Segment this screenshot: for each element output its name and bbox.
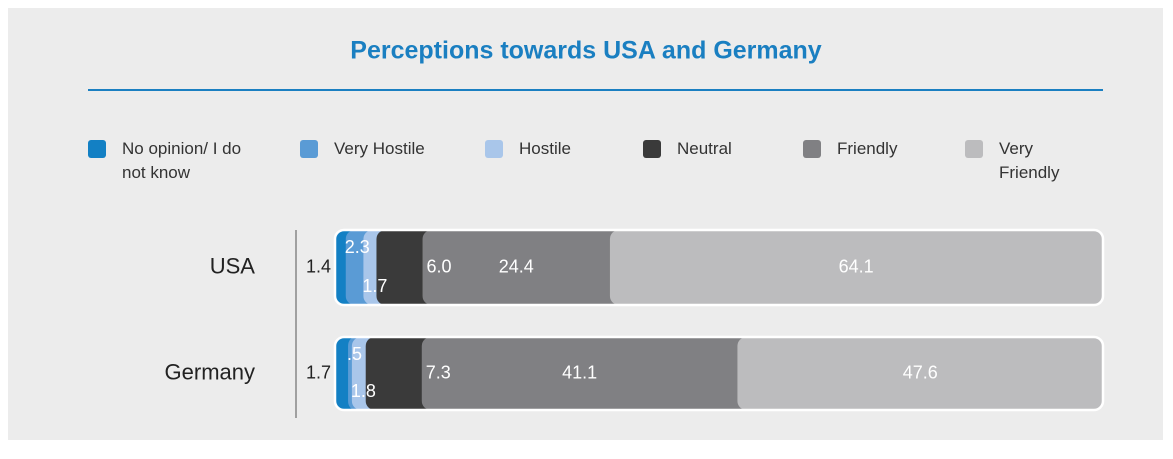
bar-outline xyxy=(333,228,1105,307)
value-label: 41.1 xyxy=(562,362,597,382)
legend-item: Very Friendly xyxy=(965,137,1089,185)
bar-group xyxy=(335,337,1103,410)
value-label: 1.4 xyxy=(306,256,331,276)
bar-segment xyxy=(421,337,748,410)
legend-item: Friendly xyxy=(803,137,957,161)
bar-segment xyxy=(737,337,1103,410)
bar-outline xyxy=(333,335,1105,412)
value-label: 6.0 xyxy=(427,256,452,276)
bar-segment xyxy=(376,230,433,305)
bar-segment xyxy=(365,337,432,410)
legend-label: Neutral xyxy=(677,139,732,158)
bar-segment xyxy=(609,230,1103,305)
legend-swatch xyxy=(965,140,983,158)
value-label: 1.8 xyxy=(351,381,376,401)
legend-label: Hostile xyxy=(519,139,571,158)
value-label: 1.7 xyxy=(362,276,387,296)
category-label: USA xyxy=(210,253,256,278)
legend: No opinion/ I do not know Very Hostile Hos… xyxy=(0,137,1173,197)
value-label: 64.1 xyxy=(839,256,874,276)
bar-segment xyxy=(422,230,620,305)
category-label: Germany xyxy=(165,359,255,384)
value-label: 1.7 xyxy=(306,362,331,382)
legend-label: Very Hostile xyxy=(334,139,425,158)
legend-swatch xyxy=(88,140,106,158)
legend-item: Hostile xyxy=(485,137,639,161)
legend-label: Very Friendly xyxy=(999,139,1060,182)
legend-swatch xyxy=(485,140,503,158)
legend-item: Very Hostile xyxy=(300,137,494,161)
legend-label: No opinion/ I do not know xyxy=(122,139,242,182)
legend-swatch xyxy=(300,140,318,158)
value-label: 47.6 xyxy=(903,362,938,382)
bar-group xyxy=(335,230,1103,305)
legend-item: No opinion/ I do not know xyxy=(88,137,282,185)
legend-item: Neutral xyxy=(643,137,797,161)
legend-label: Friendly xyxy=(837,139,898,158)
chart-title: Perceptions towards USA and Germany xyxy=(350,37,822,65)
value-label: 2.3 xyxy=(345,237,370,257)
legend-swatch xyxy=(803,140,821,158)
value-label: 7.3 xyxy=(426,362,451,382)
legend-swatch xyxy=(643,140,661,158)
value-label: .5 xyxy=(347,344,362,364)
value-label: 24.4 xyxy=(499,256,534,276)
